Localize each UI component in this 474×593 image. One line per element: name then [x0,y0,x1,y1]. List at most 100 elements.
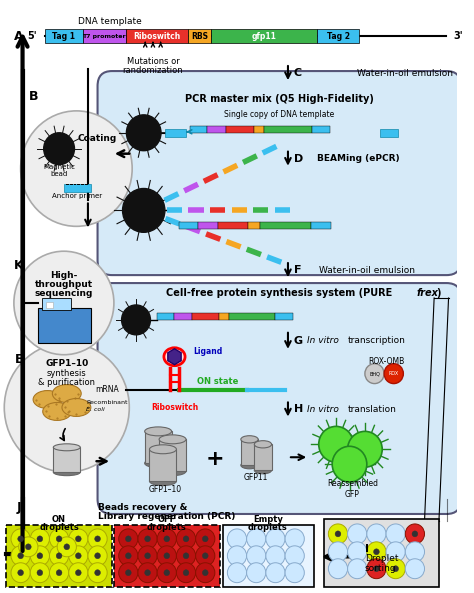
Text: Water-in-oil emulsion: Water-in-oil emulsion [319,266,415,275]
Text: Empty: Empty [253,515,283,524]
Text: High-: High- [50,270,78,280]
Circle shape [405,559,425,579]
Bar [275,313,293,320]
Text: OFF: OFF [158,515,176,524]
Circle shape [14,251,114,355]
Text: translation: translation [347,405,396,414]
Circle shape [30,563,49,583]
Text: ON: ON [52,515,66,524]
Bar [226,126,254,133]
Circle shape [164,536,170,542]
Text: 3': 3' [453,31,463,42]
Bar [211,29,318,43]
Circle shape [57,537,76,557]
Circle shape [21,111,132,227]
Circle shape [145,536,150,542]
Bar [145,431,172,463]
Bar [219,222,248,229]
Text: droplets: droplets [147,524,187,533]
Circle shape [196,529,215,549]
Bar [241,439,258,465]
Bar [254,126,264,133]
Circle shape [183,570,189,576]
Circle shape [4,343,129,472]
Circle shape [49,529,69,549]
Circle shape [75,536,81,542]
Circle shape [412,531,418,537]
Text: Recombinant: Recombinant [86,400,128,405]
Bar [259,222,311,229]
Circle shape [386,542,405,562]
Bar [248,222,259,229]
Circle shape [118,546,138,566]
Bar [190,126,207,133]
Text: 5': 5' [27,31,37,42]
Bar [229,313,275,320]
Circle shape [328,542,347,562]
Circle shape [405,542,425,562]
Circle shape [393,566,399,572]
Ellipse shape [53,468,80,476]
Circle shape [367,542,386,562]
Text: K: K [14,259,24,272]
Circle shape [328,524,347,544]
Text: sorting: sorting [365,564,397,573]
Circle shape [11,546,30,566]
Text: synthesis: synthesis [47,369,87,378]
Circle shape [319,426,353,462]
Text: J: J [17,500,21,514]
Bar [157,313,173,320]
Bar [126,29,188,43]
Text: RBS: RBS [191,31,208,41]
Text: Tag 1: Tag 1 [52,31,75,41]
Bar [188,29,211,43]
Circle shape [384,364,403,384]
Circle shape [183,536,189,542]
Bar [38,308,91,343]
Text: T7 promoter: T7 promoter [82,34,126,39]
Circle shape [95,570,100,576]
Bar [255,444,272,470]
Ellipse shape [145,427,172,436]
Ellipse shape [255,441,272,448]
Text: D: D [294,154,303,164]
Bar [6,525,112,586]
Text: gfp11: gfp11 [252,31,277,41]
Circle shape [26,544,31,550]
Bar [159,439,186,471]
Circle shape [88,529,107,549]
Text: ): ) [436,288,440,298]
Circle shape [30,529,49,549]
Text: Riboswitch: Riboswitch [133,31,181,41]
Circle shape [64,544,70,550]
Circle shape [127,115,161,151]
Ellipse shape [52,385,81,403]
Text: Library regeneration (PCR): Library regeneration (PCR) [98,512,235,521]
Circle shape [228,529,246,549]
Text: GFP11: GFP11 [244,473,268,482]
Bar [264,126,311,133]
Text: Anchor primer: Anchor primer [52,193,102,199]
Bar [311,222,331,229]
Ellipse shape [241,461,258,469]
Text: transcription: transcription [347,336,405,345]
Circle shape [285,546,304,566]
Circle shape [18,536,24,542]
Circle shape [202,570,208,576]
Circle shape [176,546,196,566]
Ellipse shape [159,467,186,476]
Ellipse shape [164,347,185,366]
Ellipse shape [62,398,91,416]
Bar [45,29,83,43]
Bar [64,183,91,193]
Circle shape [145,553,150,559]
Text: droplets: droplets [248,524,288,533]
Circle shape [126,536,131,542]
Circle shape [176,563,196,583]
Circle shape [56,570,62,576]
Bar [207,126,226,133]
Text: E. coli: E. coli [86,407,105,412]
Text: In vitro: In vitro [307,336,339,345]
Circle shape [285,529,304,549]
Circle shape [88,546,107,566]
